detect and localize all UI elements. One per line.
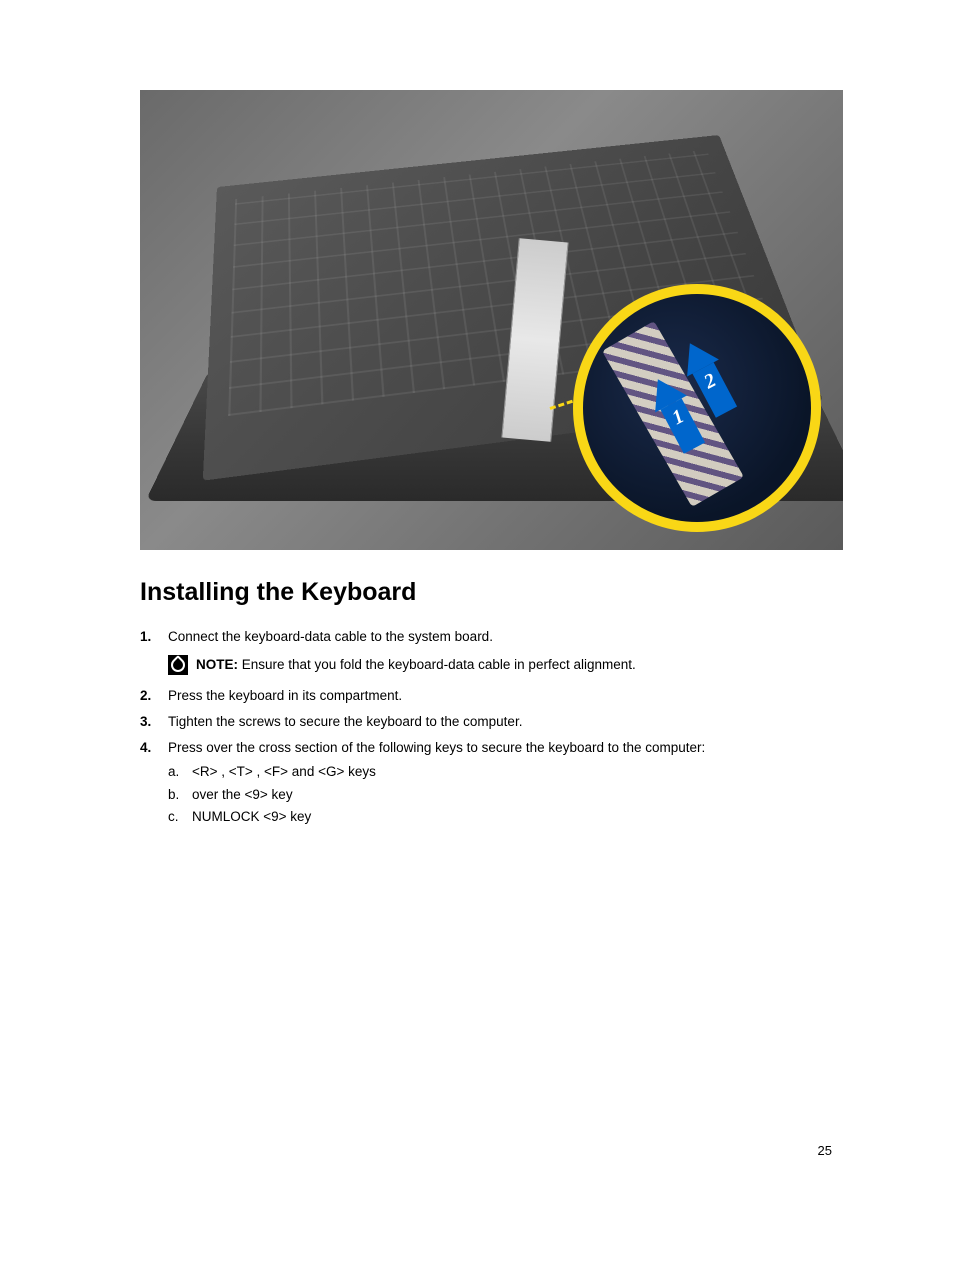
step-4-sub-c: NUMLOCK <9> key <box>168 807 814 827</box>
step-4-sublist: <R> , <T> , <F> and <G> keys over the <9… <box>168 762 814 827</box>
page-number: 25 <box>818 1143 832 1158</box>
note-body: Ensure that you fold the keyboard-data c… <box>238 657 636 672</box>
step-4-sub-a: <R> , <T> , <F> and <G> keys <box>168 762 814 782</box>
step-4: Press over the cross section of the foll… <box>140 738 814 827</box>
note-text: NOTE: Ensure that you fold the keyboard-… <box>196 655 636 675</box>
step-3: Tighten the screws to secure the keyboar… <box>140 712 814 732</box>
step-2-text: Press the keyboard in its compartment. <box>168 688 402 703</box>
callout-circle: 1 2 <box>573 284 821 532</box>
step-4-sub-b: over the <9> key <box>168 785 814 805</box>
step-4-text: Press over the cross section of the foll… <box>168 740 705 755</box>
hero-image: 1 2 <box>140 90 843 550</box>
section-heading: Installing the Keyboard <box>140 578 814 607</box>
step-2: Press the keyboard in its compartment. <box>140 686 814 706</box>
step-1: Connect the keyboard-data cable to the s… <box>140 627 814 676</box>
note-icon <box>168 655 188 675</box>
note-label: NOTE: <box>196 657 238 672</box>
steps-list: Connect the keyboard-data cable to the s… <box>140 627 814 827</box>
step-1-text: Connect the keyboard-data cable to the s… <box>168 629 493 644</box>
note-row: NOTE: Ensure that you fold the keyboard-… <box>168 655 814 675</box>
step-3-text: Tighten the screws to secure the keyboar… <box>168 714 522 729</box>
